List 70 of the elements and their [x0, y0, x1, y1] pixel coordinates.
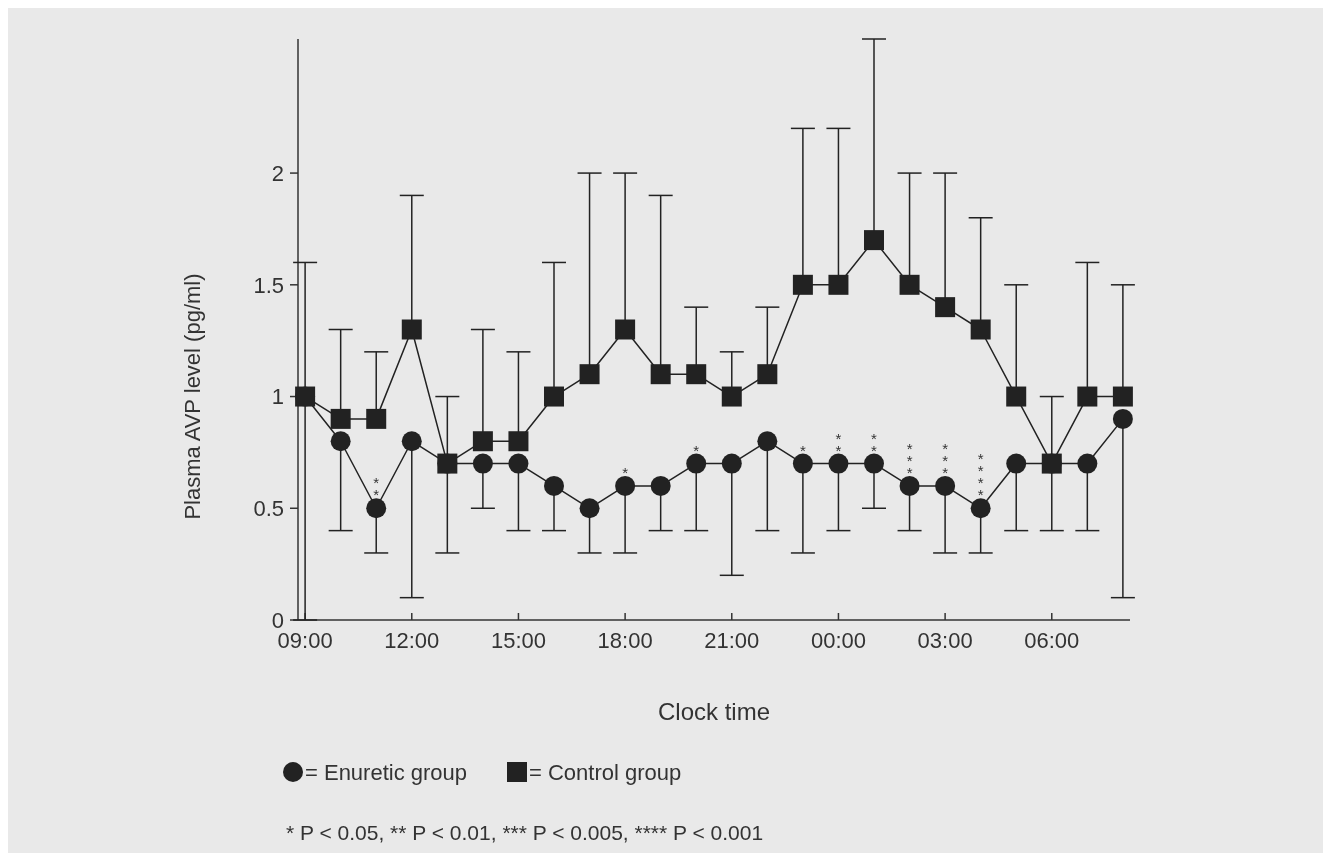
point — [295, 386, 316, 407]
y-tick-label: 1 — [271, 384, 284, 410]
point — [579, 364, 600, 385]
point — [721, 386, 742, 407]
point — [508, 431, 529, 452]
point — [899, 274, 920, 295]
point — [686, 364, 707, 385]
annotation: ** — [829, 429, 847, 454]
point — [615, 475, 636, 496]
point — [864, 453, 884, 474]
y-tick-label: 2 — [271, 160, 284, 186]
annotation: ** — [865, 429, 883, 454]
point — [472, 453, 493, 474]
annotation: ** — [367, 474, 385, 499]
y-tick-label: 1.5 — [253, 272, 284, 298]
x-tick-label: 12:00 — [384, 628, 440, 653]
point — [650, 364, 671, 385]
x-tick-label: 03:00 — [917, 628, 973, 653]
point — [828, 274, 849, 295]
annotation: * — [794, 441, 812, 454]
point — [544, 386, 564, 407]
point — [757, 364, 778, 385]
point — [792, 274, 813, 295]
point — [1112, 408, 1133, 429]
point — [864, 230, 884, 251]
point — [401, 431, 422, 452]
point — [1006, 453, 1027, 474]
point — [970, 498, 991, 519]
point — [401, 319, 422, 340]
annotation: *** — [936, 439, 954, 476]
point — [650, 475, 671, 496]
point — [686, 453, 707, 474]
point — [437, 453, 458, 474]
point — [970, 319, 991, 340]
legend-label: = Enuretic group — [305, 760, 468, 785]
x-tick-label: 18:00 — [597, 628, 653, 653]
point — [757, 431, 778, 452]
point — [330, 408, 351, 429]
x-axis-title: Clock time — [657, 698, 771, 725]
point — [1077, 453, 1098, 474]
point — [1041, 453, 1062, 474]
point — [935, 297, 956, 318]
annotation: * — [687, 441, 705, 454]
annotation: *** — [901, 439, 919, 476]
y-axis-title: Plasma AVP level (pg/ml) — [180, 273, 205, 520]
x-tick-label: 21:00 — [704, 628, 760, 653]
point — [615, 319, 636, 340]
x-tick-label: 15:00 — [490, 628, 546, 653]
point — [366, 498, 387, 519]
point — [899, 475, 920, 496]
legend-label: = Control group — [529, 760, 682, 785]
annotation: **** — [972, 450, 990, 499]
annotation: * — [616, 463, 634, 476]
point — [508, 453, 529, 474]
point — [721, 453, 742, 474]
text: * P < 0.05, ** P < 0.01, *** P < 0.005, **** P < 0.001 — [286, 821, 764, 844]
point — [1077, 386, 1098, 407]
point — [472, 431, 493, 452]
point — [1006, 386, 1027, 407]
point — [792, 453, 813, 474]
x-tick-label: 00:00 — [810, 628, 866, 653]
point — [579, 498, 600, 519]
point — [330, 431, 351, 452]
x-tick-label: 06:00 — [1024, 628, 1080, 653]
point — [828, 453, 849, 474]
point — [1112, 386, 1133, 407]
y-tick-label: 0.5 — [253, 495, 284, 521]
point — [544, 475, 564, 496]
point — [935, 475, 956, 496]
point — [366, 408, 387, 429]
